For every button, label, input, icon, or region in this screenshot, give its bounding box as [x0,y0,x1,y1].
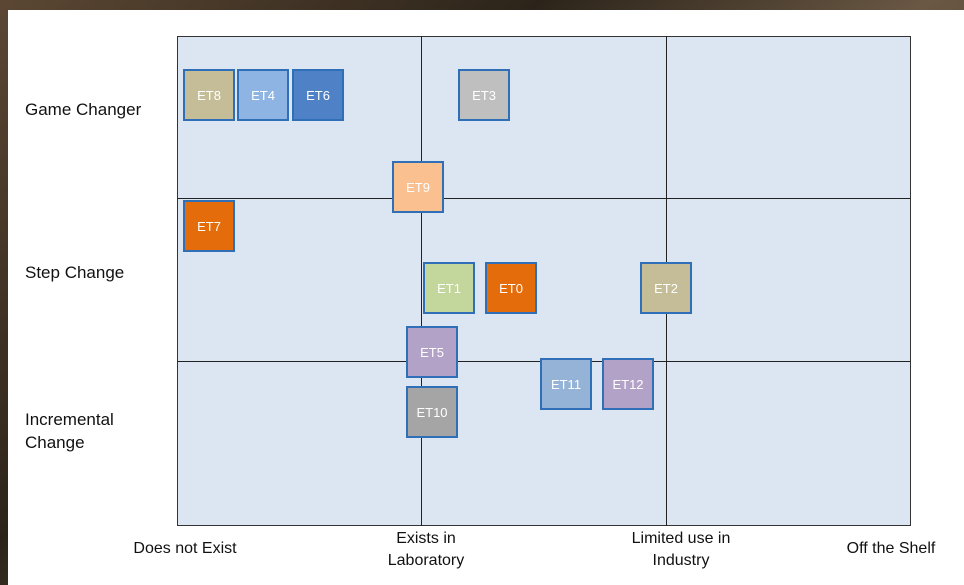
tech-box-et8[interactable]: ET8 [183,69,235,121]
tech-box-et6[interactable]: ET6 [292,69,344,121]
y-label-incremental-change: Incremental Change [25,410,114,452]
tech-box-et9[interactable]: ET9 [392,161,444,213]
x-label-exists-in-laboratory: Exists in Laboratory [387,530,465,569]
y-label-step-change: Step Change [25,263,125,282]
tech-box-et3[interactable]: ET3 [458,69,510,121]
tech-box-et7[interactable]: ET7 [183,200,235,252]
tech-box-et11[interactable]: ET11 [540,358,592,410]
tech-box-et1[interactable]: ET1 [423,262,475,314]
tech-box-et2[interactable]: ET2 [640,262,692,314]
x-label-does-not-exist: Does not Exist [133,540,237,557]
tech-box-et5[interactable]: ET5 [406,326,458,378]
y-label-game-changer: Game Changer [25,100,142,119]
x-label-limited-use-in-industry: Limited use in Industry [631,530,731,569]
tech-box-et12[interactable]: ET12 [602,358,654,410]
x-label-off-the-shelf: Off the Shelf [846,540,936,557]
grid-divider-h1 [177,198,911,199]
grid-divider-v1 [421,36,422,526]
tech-box-et10[interactable]: ET10 [406,386,458,438]
tech-box-et4[interactable]: ET4 [237,69,289,121]
tech-box-et0[interactable]: ET0 [485,262,537,314]
